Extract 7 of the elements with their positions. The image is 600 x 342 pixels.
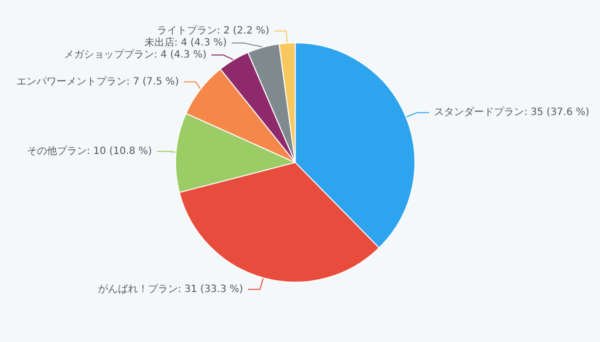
slice-label: その他プラン: 10 (10.8 %): [26, 144, 152, 157]
slice-label: がんばれ！プラン: 31 (33.3 %): [98, 282, 244, 295]
slice-label: スタンダードプラン: 35 (37.6 %): [434, 106, 590, 118]
slice-label: メガショッププラン: 4 (4.3 %): [64, 48, 207, 61]
slice-label: エンパワーメントプラン: 7 (7.5 %): [16, 75, 179, 88]
slice-label: ライトプラン: 2 (2.2 %): [156, 24, 270, 37]
slice-label: 未出店: 4 (4.3 %): [144, 36, 227, 49]
